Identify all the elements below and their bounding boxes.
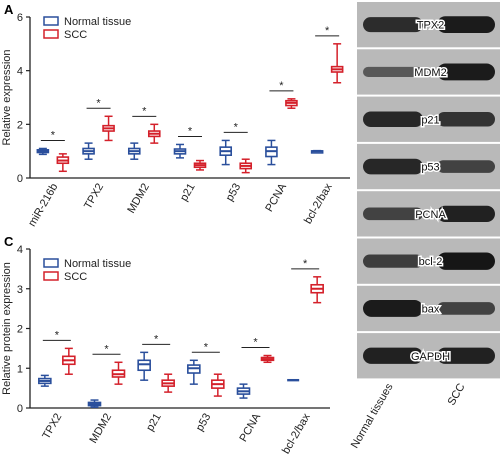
blot-band [437,205,495,222]
blot-band [363,347,423,364]
blot-band [437,63,495,81]
legend-swatch [43,29,59,39]
blot-band [437,160,495,173]
blot-protein-label: MDM2 [414,67,446,79]
blot-band [363,207,423,221]
x-tick-label: p53 [224,182,244,204]
y-tick-label: 0 [17,173,23,185]
x-tick-label: p21 [178,182,198,204]
y-tick-label: 2 [17,119,23,131]
blot-band [437,16,495,34]
y-tick-label: 1 [17,363,23,375]
significance-star: * [55,329,60,341]
blot-band [437,112,495,127]
significance-star: * [325,25,330,37]
blot-lane-label: Normal tissues [349,381,396,450]
panel-letter: C [4,234,14,249]
blot-protein-label: bcl-2 [419,256,443,268]
x-tick-label: bcl-2/bax [302,181,335,226]
significance-star: * [279,80,284,92]
significance-star: * [204,341,209,353]
blot-band [363,17,423,33]
blot-protein-label: bax [422,303,440,315]
legend-swatch [43,258,59,268]
blot-band [363,111,423,128]
blot-row: bcl-2 [357,238,500,284]
blot-band [437,347,495,364]
legend-label: Normal tissue [64,16,131,28]
significance-star: * [234,121,239,133]
y-axis-label: Relative expression [1,50,13,146]
x-tick-label: TPX2 [40,412,64,442]
legend-label: SCC [64,29,87,41]
legend-swatch [43,16,59,26]
significance-star: * [253,337,258,349]
y-tick-label: 3 [17,284,23,296]
blot-row: PCNA [357,191,500,237]
y-tick-label: 2 [17,324,23,336]
panel-a-chart: A 0 2 4 6 Relative expression Normal tissueSCC… [1,2,350,229]
y-tick-label: 4 [17,66,23,78]
significance-star: * [154,333,159,345]
significance-star: * [96,97,101,109]
blot-band [437,252,495,270]
x-tick-label: miR-216b [26,182,60,229]
legend-swatch [43,271,59,281]
blot-lane-label: SCC [446,381,468,407]
blot-band [363,66,423,78]
x-tick-label: PCNA [263,181,289,214]
panel-c-chart: C 0 1 2 3 4 Relative protein expression Normal … [1,234,330,456]
panel-letter: A [4,2,14,17]
blot-protein-label: PCNA [415,209,446,221]
significance-star: * [104,343,109,355]
y-tick-label: 0 [17,403,23,415]
blot-band [363,254,423,268]
blot-row: GAPDH [357,333,500,379]
y-tick-label: 6 [17,12,23,24]
x-tick-label: PCNA [237,411,263,444]
blot-row: TPX2 [357,2,500,48]
significance-star: * [303,258,308,270]
x-tick-label: TPX2 [82,182,106,212]
blot-band [437,302,495,315]
x-tick-label: p21 [144,412,164,434]
blot-row: p21 [357,96,500,142]
blot-row: p53 [357,143,500,190]
blot-protein-label: p21 [421,114,439,126]
significance-star: * [142,105,147,117]
blot-protein-label: p53 [421,162,439,174]
significance-star: * [188,125,193,137]
x-tick-label: MDM2 [88,412,115,446]
blot-row: MDM2 [357,49,500,95]
blot-protein-label: GAPDH [411,351,450,363]
legend-label: SCC [64,271,87,283]
x-tick-label: bcl-2/bax [280,411,313,456]
blot-protein-label: TPX2 [417,20,445,32]
x-tick-label: p53 [194,412,214,434]
blot-band [363,300,423,317]
y-axis-label: Relative protein expression [1,262,13,395]
significance-star: * [51,129,56,141]
y-tick-label: 4 [17,244,23,256]
blot-row: bax [357,285,500,332]
legend-label: Normal tissue [64,258,131,270]
blot-band [363,158,423,175]
x-tick-label: MDM2 [125,182,152,216]
